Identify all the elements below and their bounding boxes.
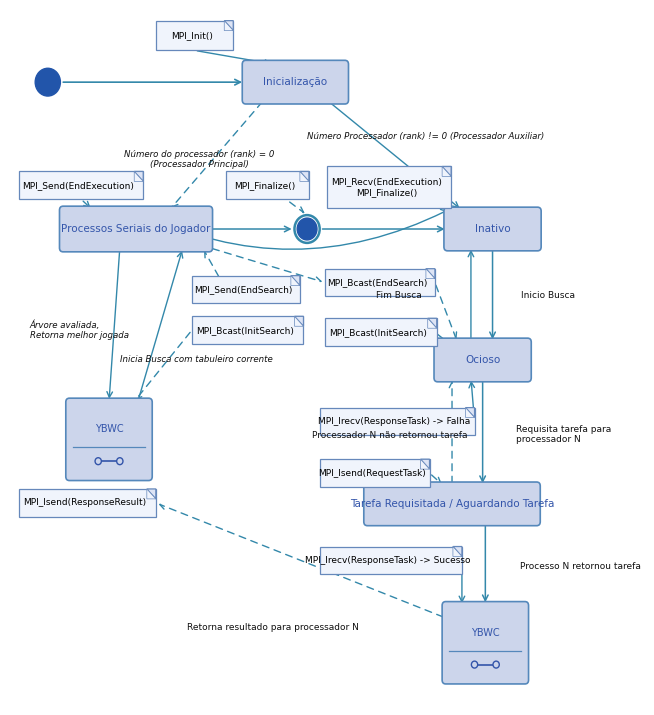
Polygon shape	[428, 318, 437, 328]
Bar	[156, 21, 233, 50]
Circle shape	[116, 458, 123, 465]
Text: Inativo: Inativo	[475, 224, 510, 234]
Bar	[192, 276, 300, 303]
Text: MPI_Init(): MPI_Init()	[171, 31, 213, 40]
Polygon shape	[421, 459, 430, 469]
Circle shape	[35, 68, 60, 96]
Text: Inicialização: Inicialização	[264, 77, 328, 87]
Text: Retorna resultado para processador N: Retorna resultado para processador N	[187, 623, 359, 632]
Text: YBWC: YBWC	[95, 425, 124, 435]
Polygon shape	[442, 167, 451, 177]
Text: MPI_Isend(ResponseResult): MPI_Isend(ResponseResult)	[23, 498, 146, 508]
Circle shape	[472, 661, 477, 668]
Text: YBWC: YBWC	[471, 628, 500, 638]
Text: MPI_Send(EndExecution): MPI_Send(EndExecution)	[22, 181, 134, 190]
Polygon shape	[421, 459, 430, 469]
Bar	[325, 269, 435, 297]
Polygon shape	[294, 316, 303, 326]
Polygon shape	[291, 276, 300, 285]
Polygon shape	[466, 408, 475, 418]
Polygon shape	[224, 21, 233, 31]
Bar	[192, 316, 303, 344]
Polygon shape	[134, 172, 143, 182]
FancyBboxPatch shape	[444, 207, 541, 251]
Text: MPI_Recv(EndExecution)
MPI_Finalize(): MPI_Recv(EndExecution) MPI_Finalize()	[331, 177, 441, 197]
Text: MPI_Finalize(): MPI_Finalize()	[234, 181, 296, 190]
Polygon shape	[428, 318, 437, 328]
Text: Inicio Busca: Inicio Busca	[521, 291, 576, 300]
Bar	[19, 172, 143, 199]
FancyBboxPatch shape	[66, 398, 152, 480]
Text: Número do processador (rank) = 0
(Processador Principal): Número do processador (rank) = 0 (Proces…	[124, 150, 274, 169]
FancyBboxPatch shape	[442, 601, 528, 684]
Circle shape	[297, 218, 317, 240]
Text: MPI_Bcast(InitSearch): MPI_Bcast(InitSearch)	[196, 326, 294, 335]
Polygon shape	[426, 269, 435, 279]
Polygon shape	[453, 546, 462, 556]
Text: Número Processador (rank) != 0 (Processador Auxiliar): Número Processador (rank) != 0 (Processa…	[307, 132, 545, 142]
Polygon shape	[224, 21, 233, 31]
Text: Requisita tarefa para
processador N: Requisita tarefa para processador N	[516, 425, 611, 444]
Polygon shape	[426, 269, 435, 279]
Text: MPI_Irecv(ResponseTask) -> Falha: MPI_Irecv(ResponseTask) -> Falha	[318, 417, 470, 426]
FancyBboxPatch shape	[364, 482, 540, 526]
Polygon shape	[442, 167, 451, 177]
Text: Fim Busca: Fim Busca	[375, 291, 421, 300]
Bar	[325, 318, 437, 346]
FancyBboxPatch shape	[434, 338, 531, 382]
Polygon shape	[300, 172, 309, 182]
Polygon shape	[147, 489, 156, 499]
Bar	[320, 546, 462, 574]
FancyBboxPatch shape	[242, 60, 349, 104]
Text: Árvore avaliada,
Retorna melhor jogada: Árvore avaliada, Retorna melhor jogada	[30, 320, 129, 340]
Text: MPI_Send(EndSearch): MPI_Send(EndSearch)	[194, 285, 292, 294]
Circle shape	[493, 661, 499, 668]
Text: MPI_Bcast(EndSearch): MPI_Bcast(EndSearch)	[327, 278, 428, 287]
Bar	[226, 172, 309, 199]
Polygon shape	[294, 316, 303, 326]
Polygon shape	[466, 408, 475, 418]
Text: Processador N não retornou tarefa: Processador N não retornou tarefa	[312, 431, 468, 440]
Text: Ocioso: Ocioso	[465, 355, 500, 365]
Text: MPI_Irecv(ResponseTask) -> Sucesso: MPI_Irecv(ResponseTask) -> Sucesso	[305, 556, 471, 565]
Polygon shape	[147, 489, 156, 499]
Text: MPI_Bcast(InitSearch): MPI_Bcast(InitSearch)	[329, 327, 427, 337]
Text: Processo N retornou tarefa: Processo N retornou tarefa	[521, 562, 642, 571]
FancyBboxPatch shape	[60, 206, 213, 252]
Text: MPI_Isend(RequestTask): MPI_Isend(RequestTask)	[318, 468, 426, 478]
Text: Processos Seriais do Jogador: Processos Seriais do Jogador	[61, 224, 211, 234]
Bar	[19, 489, 156, 517]
Polygon shape	[453, 546, 462, 556]
Bar	[327, 167, 451, 208]
Polygon shape	[300, 172, 309, 182]
Text: Inicia Busca com tabuleiro corrente: Inicia Busca com tabuleiro corrente	[120, 355, 273, 365]
Bar	[320, 408, 475, 435]
Circle shape	[95, 458, 101, 465]
Bar	[320, 459, 430, 487]
Text: Tarefa Requisitada / Aguardando Tarefa: Tarefa Requisitada / Aguardando Tarefa	[350, 499, 554, 509]
Polygon shape	[134, 172, 143, 182]
Polygon shape	[291, 276, 300, 285]
